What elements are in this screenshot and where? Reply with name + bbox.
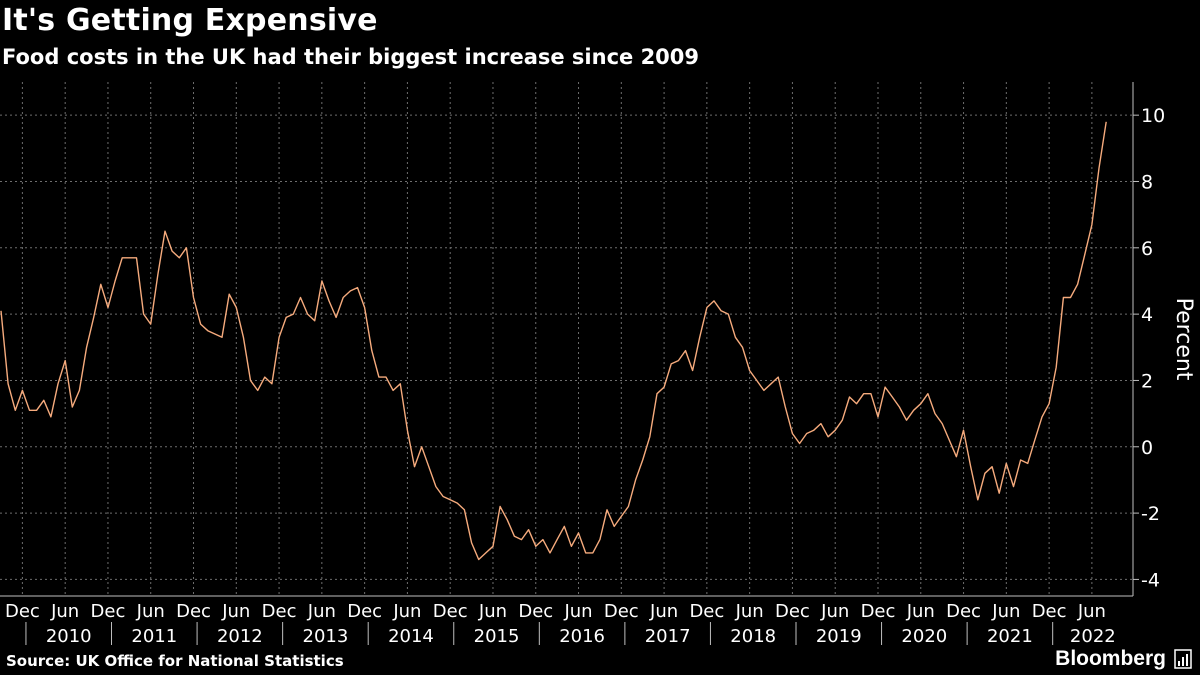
y-tick-label: 10 [1141,105,1165,127]
x-tick-label: Jun [991,601,1020,622]
x-tick-label: Dec [861,601,896,622]
x-tick-label: Jun [392,601,421,622]
year-label: 2012 [217,626,263,647]
x-tick-label: Jun [136,601,165,622]
x-tick-label: Dec [5,601,40,622]
year-label: 2022 [1070,626,1116,647]
year-label: 2016 [559,626,605,647]
year-label: 2019 [816,626,862,647]
x-tick-label: Dec [262,601,297,622]
x-tick-label: Dec [91,601,126,622]
year-label: 2010 [46,626,92,647]
y-tick-label: -4 [1141,569,1160,591]
year-label: 2015 [474,626,520,647]
year-label: 2017 [645,626,691,647]
y-tick-label: 6 [1141,238,1153,260]
x-tick-label: Dec [1032,601,1067,622]
x-tick-label: Jun [820,601,849,622]
chart-subtitle: Food costs in the UK had their biggest i… [2,45,700,69]
x-tick-label: Jun [1077,601,1106,622]
bloomberg-logo: Bloomberg [1055,647,1166,670]
year-label: 2021 [987,626,1033,647]
x-tick-label: Jun [906,601,935,622]
y-tick-label: 8 [1141,171,1153,193]
x-tick-label: Dec [433,601,468,622]
y-tick-label: -2 [1141,503,1160,525]
x-tick-label: Jun [221,601,250,622]
year-label: 2018 [730,626,776,647]
year-label: 2013 [303,626,349,647]
x-tick-label: Jun [307,601,336,622]
x-tick-label: Dec [946,601,981,622]
x-tick-label: Jun [50,601,79,622]
year-label: 2011 [131,626,177,647]
y-tick-label: 2 [1141,370,1153,392]
x-tick-label: Dec [775,601,810,622]
x-tick-label: Jun [478,601,507,622]
y-tick-label: 0 [1141,437,1153,459]
x-tick-label: Dec [604,601,639,622]
bloomberg-terminal-icon [1174,649,1192,669]
chart-title: It's Getting Expensive [2,3,378,38]
y-axis-title: Percent [1171,298,1196,381]
source-note: Source: UK Office for National Statistic… [6,652,344,670]
x-tick-label: Dec [176,601,211,622]
x-tick-label: Jun [735,601,764,622]
x-tick-label: Dec [689,601,724,622]
y-tick-label: 4 [1141,304,1153,326]
x-tick-label: Dec [347,601,382,622]
x-tick-label: Jun [563,601,592,622]
x-tick-label: Jun [649,601,678,622]
year-label: 2014 [388,626,434,647]
series-line-food-inflation [0,121,1107,561]
year-label: 2020 [901,626,947,647]
x-tick-label: Dec [518,601,553,622]
